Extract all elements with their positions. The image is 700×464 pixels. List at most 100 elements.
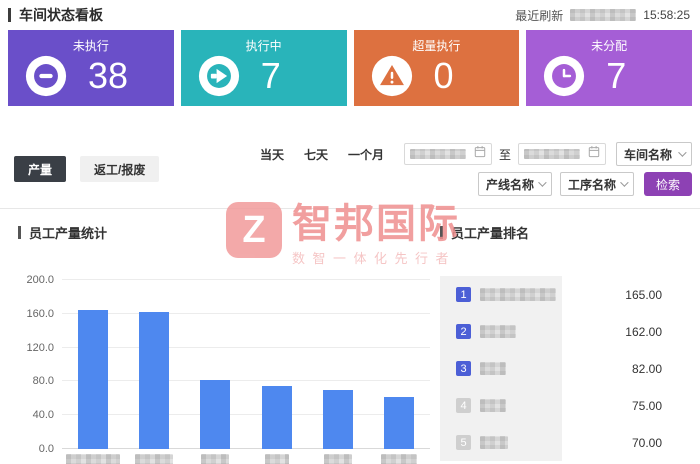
range-one-month-link[interactable]: 一个月	[347, 147, 384, 162]
gridline	[62, 380, 430, 382]
clock-icon	[542, 54, 586, 98]
arrow-right-circle-icon	[197, 54, 241, 98]
ranking-row[interactable]: 2 162.00	[440, 313, 700, 350]
card-label: 超量执行	[412, 39, 461, 53]
section-title-label: 员工产量统计	[29, 226, 108, 241]
rank-value: 162.00	[625, 324, 662, 339]
range-seven-days-link[interactable]: 七天	[303, 147, 328, 162]
gridline	[62, 346, 430, 348]
stat-card[interactable]: 未执行 38	[8, 30, 174, 106]
employee-output-stats-section: 员工产量统计 0.0 40.0 80.0 120.0 160.0 200.0	[0, 223, 440, 464]
workshop-name-select[interactable]: 车间名称	[616, 142, 692, 166]
rank-badge: 5	[456, 435, 471, 450]
stat-card[interactable]: 未分配 7	[526, 30, 692, 106]
employee-name-redacted	[480, 325, 516, 338]
x-label-redacted	[323, 454, 352, 464]
search-button[interactable]: 检索	[643, 172, 692, 196]
chart-plot	[62, 279, 430, 449]
tab-output[interactable]: 产量	[14, 156, 67, 182]
x-label-redacted	[201, 454, 230, 464]
date-separator-label: 至	[498, 147, 511, 162]
bar	[322, 389, 353, 449]
x-label-slot	[62, 454, 123, 464]
ranking-row[interactable]: 3 82.00	[440, 350, 700, 387]
x-label-slot	[185, 454, 246, 464]
chart-bars	[62, 280, 430, 449]
rank-value: 70.00	[631, 435, 662, 450]
rank-value: 165.00	[625, 287, 662, 302]
chevron-down-icon	[620, 178, 629, 187]
process-name-select[interactable]: 工序名称	[559, 172, 634, 196]
ranking-list: 1 165.00 2 162.00 3 82.00 4 75.0	[440, 276, 700, 461]
employee-name-redacted	[480, 436, 508, 449]
filter-row-2: 产线名称 工序名称 检索	[477, 172, 692, 196]
y-tick-label: 0.0	[38, 443, 54, 455]
bar	[384, 396, 415, 449]
card-value: 7	[260, 55, 281, 96]
calendar-icon	[474, 145, 486, 163]
divider	[0, 208, 700, 209]
bar	[200, 379, 231, 449]
chart-y-axis: 0.0 40.0 80.0 120.0 160.0 200.0	[18, 274, 62, 455]
ranking-row[interactable]: 5 70.00	[440, 424, 700, 461]
chart-x-labels	[62, 454, 430, 464]
rank-value: 75.00	[631, 398, 662, 413]
y-tick-label: 160.0	[26, 307, 54, 320]
stat-card[interactable]: 超量执行 0	[353, 30, 520, 106]
y-tick-label: 40.0	[32, 409, 54, 422]
bar	[77, 309, 108, 449]
gridline	[62, 448, 430, 449]
date-to-input[interactable]	[518, 143, 606, 165]
tab-rework-scrap[interactable]: 返工/报废	[80, 156, 160, 182]
bar-chart: 0.0 40.0 80.0 120.0 160.0 200.0	[18, 274, 430, 464]
chevron-down-icon	[538, 178, 547, 187]
rank-badge: 1	[456, 287, 471, 302]
card-label: 执行中	[245, 39, 282, 53]
rank-badge: 2	[456, 324, 471, 339]
chevron-down-icon	[678, 148, 687, 157]
x-label-slot	[369, 454, 430, 464]
employee-name-redacted	[480, 399, 506, 412]
select-label: 工序名称	[567, 177, 616, 192]
y-tick-label: 80.0	[32, 375, 54, 388]
bar	[261, 385, 292, 449]
refresh-date-redacted	[570, 9, 637, 21]
y-tick-label: 200.0	[26, 274, 54, 286]
employee-output-ranking-section: 员工产量排名 1 165.00 2 162.00 3 82.00	[440, 223, 700, 464]
x-label-redacted	[264, 454, 289, 464]
title-accent-bar	[8, 8, 11, 22]
stat-card[interactable]: 执行中 7	[180, 30, 347, 106]
warning-triangle-icon	[370, 54, 414, 98]
ranking-row[interactable]: 4 75.00	[440, 387, 700, 424]
rank-badge: 3	[456, 361, 471, 376]
employee-name-redacted	[480, 362, 506, 375]
gridline	[62, 279, 430, 280]
metric-tabs: 产量 返工/报废	[8, 156, 160, 182]
gridline	[62, 414, 430, 416]
refresh-label: 最近刷新	[515, 8, 564, 23]
page-title: 车间状态看板	[19, 7, 103, 23]
card-label: 未分配	[591, 39, 628, 53]
card-value: 0	[433, 55, 454, 96]
stat-cards: 未执行 38 执行中 7 超量执行 0	[8, 30, 692, 106]
minus-circle-icon	[24, 54, 68, 98]
page-title-wrap: 车间状态看板	[8, 5, 103, 25]
production-line-select[interactable]: 产线名称	[477, 172, 552, 196]
select-label: 车间名称	[624, 147, 673, 162]
header: 车间状态看板 最近刷新 15:58:25	[0, 0, 700, 28]
refresh-info: 最近刷新 15:58:25	[515, 7, 690, 24]
employee-name-redacted	[480, 288, 556, 301]
filter-controls: 当天 七天 一个月 至 车间名称	[260, 142, 692, 196]
rank-badge: 4	[456, 398, 471, 413]
main-content: 员工产量统计 0.0 40.0 80.0 120.0 160.0 200.0 员工产量排名	[0, 209, 700, 464]
calendar-icon	[588, 145, 600, 163]
ranking-row[interactable]: 1 165.00	[440, 276, 700, 313]
title-accent-bar	[440, 226, 443, 239]
filter-bar: 产量 返工/报废 当天 七天 一个月 至	[8, 142, 692, 196]
y-tick-label: 120.0	[26, 341, 54, 354]
refresh-time: 15:58:25	[643, 8, 690, 22]
date-from-input[interactable]	[403, 143, 492, 165]
date-from-redacted	[409, 149, 466, 159]
range-today-link[interactable]: 当天	[259, 147, 284, 162]
